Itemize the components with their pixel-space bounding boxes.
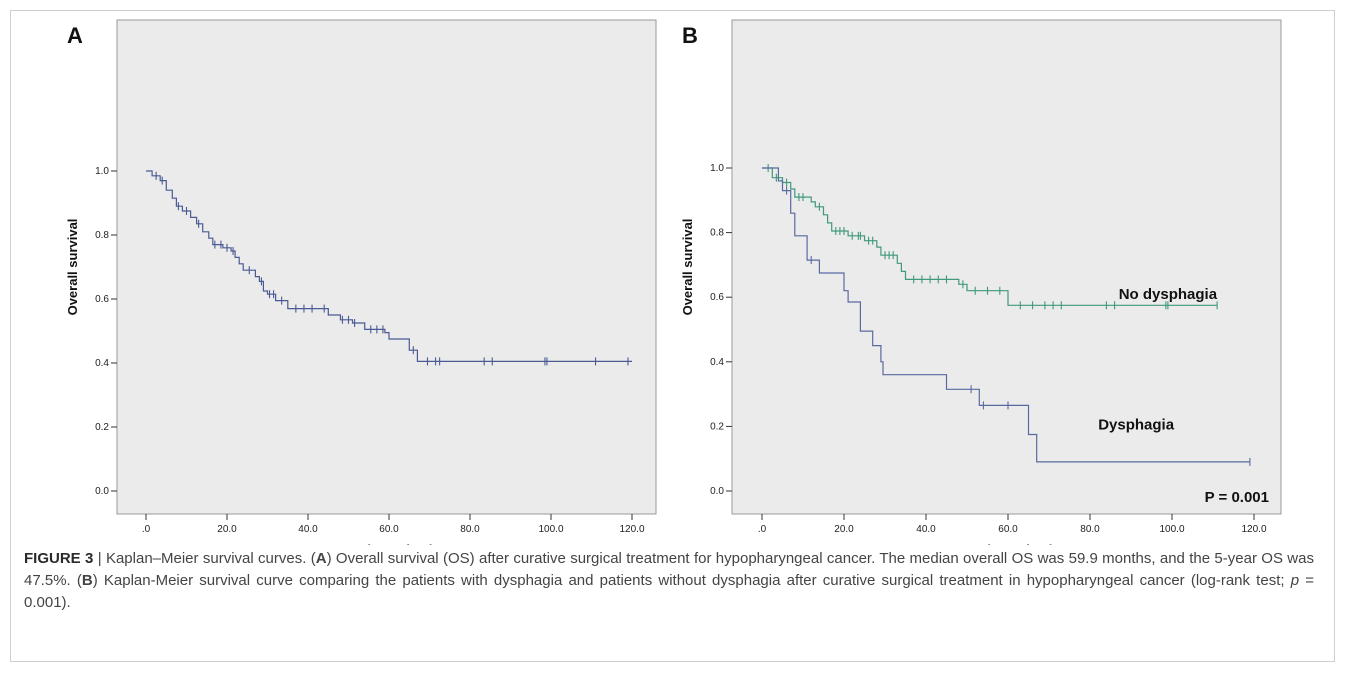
y-tick-label: 0.6 xyxy=(710,292,724,303)
caption-text-1: Kaplan–Meier survival curves. ( xyxy=(105,550,316,567)
x-tick-label: .0 xyxy=(142,524,151,535)
series-label: No dysphagia xyxy=(1119,286,1218,303)
y-tick-label: 0.2 xyxy=(95,422,109,433)
caption-p-symbol: p xyxy=(1290,572,1300,589)
caption-separator: | xyxy=(93,550,106,567)
y-tick-label: 0.0 xyxy=(710,486,724,497)
x-tick-label: 100.0 xyxy=(1159,524,1184,535)
caption-figure-label: FIGURE 3 xyxy=(24,550,94,567)
y-tick-label: 0.8 xyxy=(95,230,109,241)
y-axis-label: Overall survival xyxy=(65,219,80,316)
figure-frame xyxy=(10,10,1335,662)
figure-charts: A 0.0 0.2 0.4 0.6 0.8 1.0 .0 20.0 40.0 60.0 80.0 100… xyxy=(65,19,1282,545)
x-tick-label: 80.0 xyxy=(460,524,480,535)
caption-text-3: ) Kaplan-Meier survival curve comparing … xyxy=(92,572,1291,589)
caption-panel-b: B xyxy=(81,572,93,589)
chart-panel-a: A 0.0 0.2 0.4 0.6 0.8 1.0 .0 20.0 40.0 60.0 80.0 100… xyxy=(65,19,657,545)
panel-label: B xyxy=(682,23,698,48)
x-tick-label: 60.0 xyxy=(998,524,1018,535)
survival-curve xyxy=(762,167,1218,306)
overall-series xyxy=(146,170,632,366)
x-tick-label: 80.0 xyxy=(1080,524,1100,535)
x-tick-label: 40.0 xyxy=(916,524,936,535)
y-tick-label: 0.8 xyxy=(710,228,724,239)
y-tick-label: 1.0 xyxy=(95,166,109,177)
x-tick-label: 120.0 xyxy=(1241,524,1266,535)
x-tick-label: 20.0 xyxy=(217,524,237,535)
caption-panel-a: A xyxy=(315,550,327,567)
y-tick-label: 0.4 xyxy=(95,358,109,369)
panel-label: A xyxy=(67,23,83,48)
series-label: Dysphagia xyxy=(1098,417,1175,434)
y-tick-label: 0.0 xyxy=(95,486,109,497)
plot-area xyxy=(731,19,1282,515)
dysphagia-series: Dysphagia xyxy=(762,167,1251,466)
x-axis-label: Months to death xyxy=(336,542,436,545)
survival-curve xyxy=(762,167,1250,463)
plot-area xyxy=(116,19,657,515)
x-axis-label: Months to death xyxy=(956,542,1056,545)
p-value-annotation: P = 0.001 xyxy=(1205,489,1269,506)
y-axis-label: Overall survival xyxy=(680,219,695,316)
no-dysphagia-series: No dysphagia xyxy=(762,164,1218,310)
y-tick-label: 0.6 xyxy=(95,294,109,305)
caption-text-2: ) Overall survival (OS) after curative s… xyxy=(24,550,1314,589)
survival-curve xyxy=(146,170,632,362)
x-tick-label: .0 xyxy=(758,524,767,535)
x-tick-label: 20.0 xyxy=(834,524,854,535)
x-tick-label: 60.0 xyxy=(379,524,399,535)
figure-caption: FIGURE 3 | Kaplan–Meier survival curves.… xyxy=(24,548,1314,614)
y-tick-label: 0.4 xyxy=(710,357,724,368)
chart-panel-b: B 0.0 0.2 0.4 0.6 0.8 1.0 .0 20.0 40.0 60.0 80.0 100… xyxy=(680,19,1282,545)
y-tick-label: 0.2 xyxy=(710,421,724,432)
caption-text-4: = 0.001). xyxy=(24,572,1314,611)
y-tick-label: 1.0 xyxy=(710,163,724,174)
x-tick-label: 100.0 xyxy=(538,524,563,535)
x-tick-label: 120.0 xyxy=(619,524,644,535)
x-tick-label: 40.0 xyxy=(298,524,318,535)
